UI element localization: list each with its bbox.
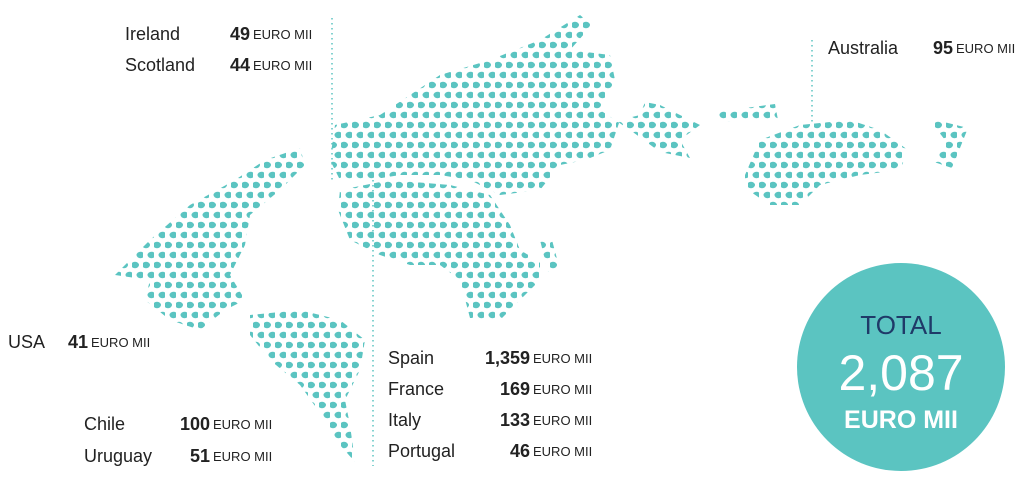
country-label: Portugal bbox=[388, 441, 456, 461]
country-label: France bbox=[388, 379, 445, 399]
amount: 46 bbox=[509, 441, 530, 461]
amount: 41 bbox=[67, 332, 88, 352]
unit-label: EURO MII bbox=[533, 444, 593, 459]
unit-label: EURO MII bbox=[533, 413, 593, 428]
callout-row: Scotland 44 EURO MII bbox=[125, 53, 340, 77]
continents bbox=[115, 15, 968, 462]
unit-label: EURO MII bbox=[213, 449, 273, 464]
callout-row: Spain 1,359 EURO MII bbox=[388, 346, 620, 370]
unit-label: EURO MII bbox=[533, 382, 593, 397]
callout-row: Chile 100 EURO MII bbox=[84, 412, 300, 436]
callout-row: Uruguay 51 EURO MII bbox=[84, 444, 300, 468]
amount: 133 bbox=[499, 410, 530, 430]
country-label: Chile bbox=[84, 414, 126, 434]
callout-row: Australia 95 EURO MII bbox=[828, 36, 1024, 60]
amount: 100 bbox=[179, 414, 210, 434]
country-label: Spain bbox=[388, 348, 435, 368]
country-label: Australia bbox=[828, 38, 899, 58]
amount: 169 bbox=[499, 379, 530, 399]
country-label: USA bbox=[8, 332, 46, 352]
total-title: TOTAL bbox=[860, 310, 942, 340]
country-label: Uruguay bbox=[84, 446, 153, 466]
unit-label: EURO MII bbox=[253, 58, 313, 73]
amount: 95 bbox=[932, 38, 953, 58]
unit-label: EURO MII bbox=[91, 335, 151, 350]
callout-row: USA 41 EURO MII bbox=[8, 330, 178, 354]
unit-label: EURO MII bbox=[213, 417, 273, 432]
leader-lines bbox=[331, 18, 813, 466]
total-circle bbox=[797, 263, 1005, 471]
callout-row: Ireland 49 EURO MII bbox=[125, 22, 340, 46]
unit-label: EURO MII bbox=[533, 351, 593, 366]
country-label: Scotland bbox=[125, 55, 196, 75]
amount: 51 bbox=[189, 446, 210, 466]
total-unit: EURO MII bbox=[844, 406, 958, 434]
callout-row: Italy 133 EURO MII bbox=[388, 408, 620, 432]
amount: 49 bbox=[229, 24, 250, 44]
unit-label: EURO MII bbox=[956, 41, 1016, 56]
amount: 44 bbox=[229, 55, 250, 75]
callout-row: Portugal 46 EURO MII bbox=[388, 439, 620, 463]
callout-row: France 169 EURO MII bbox=[388, 377, 620, 401]
country-label: Italy bbox=[388, 410, 422, 430]
unit-label: EURO MII bbox=[253, 27, 313, 42]
country-label: Ireland bbox=[125, 24, 181, 44]
total-value: 2,087 bbox=[838, 345, 964, 401]
amount: 1,359 bbox=[484, 348, 530, 368]
